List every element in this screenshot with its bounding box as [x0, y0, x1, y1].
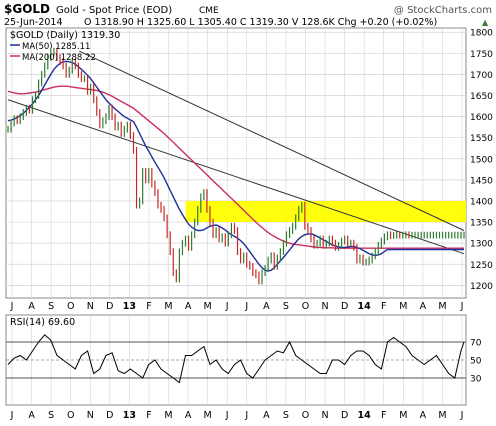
legend-ma50: MA(50) 1285.11 — [22, 42, 90, 52]
rsi-legend: RSI(14) 69.60 — [10, 317, 75, 328]
rsi-x-tick-label: J — [225, 410, 229, 421]
rsi-y-tick-label: 50 — [470, 357, 482, 367]
price-y-tick-label: 1650 — [470, 92, 493, 102]
price-x-tick-label: S — [283, 301, 289, 312]
price-x-tick-label: M — [438, 301, 446, 312]
price-y-tick-label: 1550 — [470, 134, 493, 144]
price-x-tick-label: A — [420, 301, 427, 312]
price-y-tick-label: 1600 — [470, 113, 493, 123]
rsi-x-tick-label: O — [67, 410, 74, 421]
trendline — [79, 50, 465, 231]
rsi-x-tick-label: J — [244, 410, 248, 421]
price-x-tick-label: O — [67, 301, 74, 312]
rsi-x-tick-label: N — [321, 410, 328, 421]
watermark: @ StockCharts.com — [394, 5, 492, 16]
price-panel — [5, 27, 467, 299]
price-y-tick-label: 1500 — [470, 155, 493, 165]
instrument-name: Gold - Spot Price (EOD) — [56, 5, 172, 16]
rsi-x-tick-label: M — [164, 410, 172, 421]
price-x-tick-label: J — [225, 301, 229, 312]
rsi-line — [7, 334, 465, 384]
rsi-x-tick-label: 14 — [358, 410, 372, 421]
rsi-x-tick-label: O — [302, 410, 309, 421]
rsi-x-tick-label: A — [263, 410, 270, 421]
up-arrow-icon: ▲ — [482, 18, 489, 27]
price-x-tick-label: S — [48, 301, 54, 312]
rsi-x-tick-label: A — [420, 410, 427, 421]
price-y-tick-label: 1700 — [470, 71, 493, 81]
price-y-tick-label: 1800 — [470, 29, 493, 39]
rsi-x-tick-label: D — [106, 410, 113, 421]
price-x-tick-label: A — [28, 301, 35, 312]
price-y-tick-label: 1400 — [470, 197, 493, 207]
price-y-tick-label: 1250 — [470, 261, 493, 271]
trendline — [7, 99, 465, 255]
price-x-tick-label: J — [244, 301, 248, 312]
ma50-line — [7, 60, 464, 272]
rsi-x-tick-label: A — [28, 410, 35, 421]
symbol-title: $GOLD — [4, 2, 50, 16]
price-series — [7, 47, 465, 285]
price-x-tick-label: 14 — [358, 301, 372, 312]
legend-price: $GOLD (Daily) 1319.30 — [10, 30, 120, 41]
legend-ma200: MA(200) 1288.22 — [22, 53, 96, 63]
price-y-axis: 1200 1250 1300 1350 1400 1450 1500 1550 1600 1650… — [470, 29, 493, 292]
price-x-tick-label: F — [381, 301, 386, 312]
rsi-x-tick-label: M — [438, 410, 446, 421]
rsi-x-tick-label: 13 — [123, 410, 136, 421]
price-x-tick-label: O — [302, 301, 309, 312]
resistance-band — [185, 200, 466, 223]
rsi-x-tick-label: J — [10, 410, 14, 421]
rsi-y-axis: 30 50 70 — [470, 339, 482, 385]
quote-ohlc: O 1318.90 H 1325.60 L 1305.40 C 1319.30 … — [84, 17, 437, 28]
price-x-tick-label: J — [10, 301, 14, 312]
rsi-x-tick-label: F — [381, 410, 386, 421]
price-y-tick-label: 1200 — [470, 282, 493, 292]
rsi-x-tick-label: J — [460, 410, 464, 421]
rsi-y-tick-label: 30 — [470, 375, 482, 385]
trendlines — [7, 50, 465, 255]
rsi-x-tick-label: M — [204, 410, 212, 421]
rsi-x-tick-label: S — [48, 410, 54, 421]
price-x-tick-label: M — [204, 301, 212, 312]
price-x-tick-label: M — [399, 301, 407, 312]
rsi-x-axis: J A S O N D 13 F M A M J J A S O N D 14 F M A M J — [10, 410, 464, 421]
price-x-tick-label: N — [87, 301, 94, 312]
rsi-x-tick-label: F — [146, 410, 151, 421]
exchange-label: CME — [199, 6, 219, 16]
price-y-tick-label: 1450 — [470, 176, 493, 186]
price-x-tick-label: A — [185, 301, 192, 312]
price-x-tick-label: A — [263, 301, 270, 312]
price-y-tick-label: 1300 — [470, 240, 493, 250]
rsi-x-tick-label: N — [87, 410, 94, 421]
ma200-line — [7, 85, 464, 249]
rsi-x-tick-label: M — [399, 410, 407, 421]
quote-date: 25-Jun-2014 — [4, 17, 63, 28]
rsi-grid — [6, 315, 466, 405]
price-x-tick-label: N — [321, 301, 328, 312]
rsi-x-tick-label: S — [283, 410, 289, 421]
price-x-tick-label: J — [460, 301, 464, 312]
price-x-tick-label: F — [146, 301, 151, 312]
price-x-tick-label: M — [164, 301, 172, 312]
price-x-tick-label: D — [106, 301, 113, 312]
rsi-y-tick-label: 70 — [470, 339, 482, 349]
price-y-tick-label: 1750 — [470, 50, 493, 60]
price-y-tick-label: 1350 — [470, 219, 493, 229]
rsi-x-tick-label: D — [341, 410, 348, 421]
price-x-tick-label: D — [341, 301, 348, 312]
price-x-tick-label: 13 — [123, 301, 136, 312]
price-x-axis: J A S O N D 13 F M A M J J A S O N D 14 F M A M J — [10, 301, 464, 312]
rsi-x-tick-label: A — [185, 410, 192, 421]
price-grid — [6, 28, 466, 298]
